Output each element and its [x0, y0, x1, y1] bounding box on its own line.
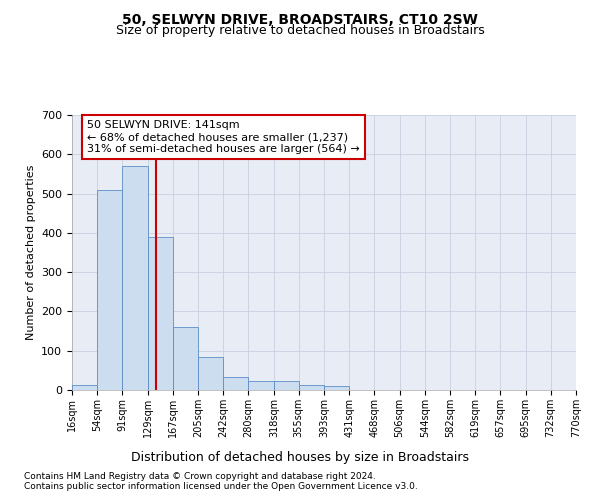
Bar — [274, 382, 299, 390]
Text: 50 SELWYN DRIVE: 141sqm
← 68% of detached houses are smaller (1,237)
31% of semi: 50 SELWYN DRIVE: 141sqm ← 68% of detache… — [87, 120, 360, 154]
Bar — [223, 377, 248, 390]
Bar — [122, 166, 148, 390]
Text: Size of property relative to detached houses in Broadstairs: Size of property relative to detached ho… — [116, 24, 484, 37]
Text: 50, SELWYN DRIVE, BROADSTAIRS, CT10 2SW: 50, SELWYN DRIVE, BROADSTAIRS, CT10 2SW — [122, 12, 478, 26]
Bar — [97, 190, 122, 390]
Bar — [72, 386, 97, 390]
Bar — [299, 385, 324, 390]
Text: Contains HM Land Registry data © Crown copyright and database right 2024.: Contains HM Land Registry data © Crown c… — [24, 472, 376, 481]
Text: Distribution of detached houses by size in Broadstairs: Distribution of detached houses by size … — [131, 451, 469, 464]
Bar — [324, 386, 349, 390]
Text: Contains public sector information licensed under the Open Government Licence v3: Contains public sector information licen… — [24, 482, 418, 491]
Y-axis label: Number of detached properties: Number of detached properties — [26, 165, 35, 340]
Bar — [173, 327, 199, 390]
Bar — [199, 358, 223, 390]
Bar — [148, 237, 173, 390]
Bar — [248, 382, 274, 390]
